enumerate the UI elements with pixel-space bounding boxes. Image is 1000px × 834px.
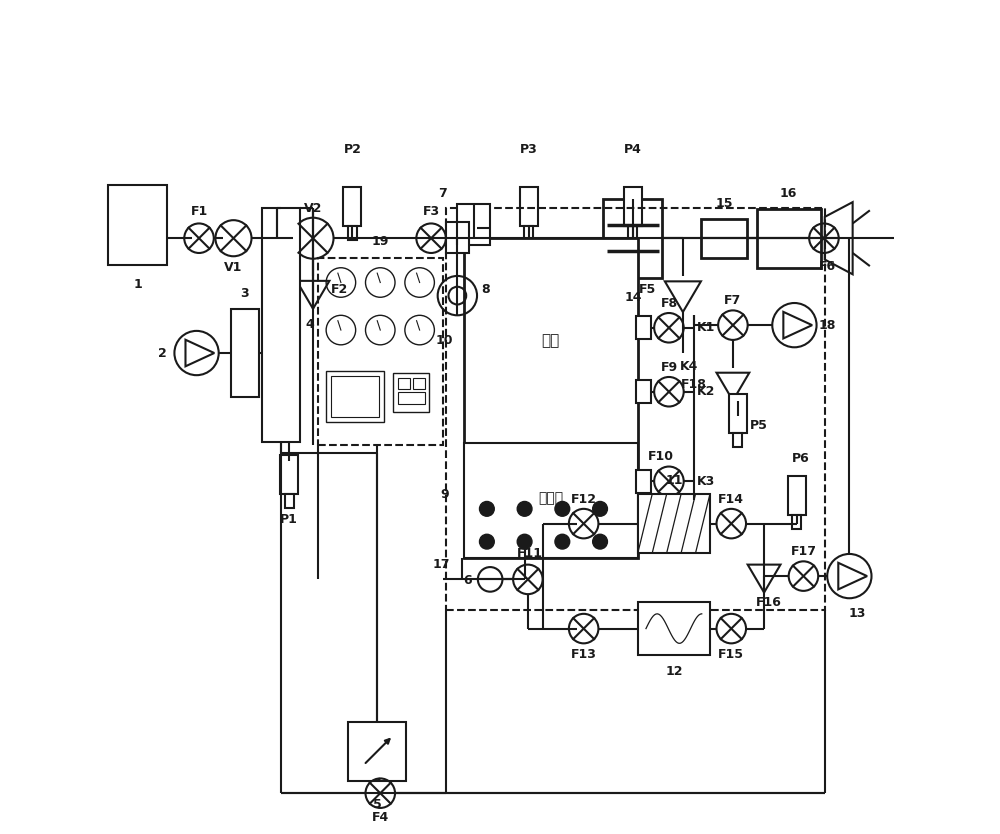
Circle shape bbox=[593, 535, 607, 549]
Bar bbox=[638, 494, 710, 553]
Circle shape bbox=[517, 535, 532, 549]
Bar bbox=[636, 470, 651, 493]
Bar bbox=[331, 376, 379, 417]
Bar bbox=[398, 378, 410, 389]
Text: 海水: 海水 bbox=[542, 333, 560, 348]
Bar bbox=[733, 434, 742, 447]
Text: P5: P5 bbox=[750, 419, 768, 432]
Bar bbox=[280, 455, 298, 494]
Bar bbox=[638, 602, 710, 655]
Text: 12: 12 bbox=[665, 665, 683, 678]
Text: 10: 10 bbox=[435, 334, 453, 347]
Text: 1: 1 bbox=[133, 279, 142, 291]
Bar bbox=[348, 722, 406, 781]
Text: P2: P2 bbox=[343, 143, 361, 156]
Text: 3: 3 bbox=[241, 288, 249, 300]
Text: F6: F6 bbox=[819, 259, 836, 273]
Text: F12: F12 bbox=[571, 493, 597, 505]
Bar bbox=[464, 443, 638, 558]
Text: F11: F11 bbox=[517, 546, 543, 560]
Bar bbox=[285, 494, 294, 508]
Circle shape bbox=[479, 501, 494, 516]
Text: V1: V1 bbox=[224, 261, 243, 274]
Text: 5: 5 bbox=[373, 797, 381, 811]
Text: F1: F1 bbox=[190, 205, 208, 219]
Text: K4: K4 bbox=[680, 359, 699, 373]
Text: K2: K2 bbox=[697, 385, 715, 399]
Bar bbox=[457, 203, 490, 244]
Bar bbox=[318, 258, 443, 445]
Text: F3: F3 bbox=[423, 205, 440, 219]
Text: P6: P6 bbox=[792, 451, 810, 465]
Text: 7: 7 bbox=[438, 188, 447, 200]
Text: K3: K3 bbox=[697, 475, 715, 488]
Text: F16: F16 bbox=[756, 595, 782, 609]
Text: F8: F8 bbox=[660, 297, 678, 309]
Bar bbox=[757, 208, 821, 268]
Text: 13: 13 bbox=[849, 607, 866, 620]
Text: 4: 4 bbox=[305, 319, 314, 331]
Text: F17: F17 bbox=[790, 545, 816, 558]
Bar bbox=[348, 226, 357, 239]
Text: F14: F14 bbox=[718, 493, 744, 505]
Text: 14: 14 bbox=[624, 291, 642, 304]
Text: 17: 17 bbox=[432, 558, 450, 571]
Bar bbox=[231, 309, 259, 397]
Text: F15: F15 bbox=[718, 648, 744, 661]
Bar bbox=[636, 316, 651, 339]
Text: F2: F2 bbox=[331, 283, 348, 295]
Text: 沉积物: 沉积物 bbox=[538, 491, 563, 505]
Circle shape bbox=[517, 501, 532, 516]
Text: F10: F10 bbox=[648, 450, 674, 463]
Text: 15: 15 bbox=[715, 198, 733, 210]
Bar bbox=[701, 219, 747, 258]
Bar bbox=[603, 198, 662, 278]
Bar bbox=[464, 239, 638, 558]
Text: 2: 2 bbox=[158, 347, 166, 359]
Bar bbox=[788, 476, 806, 515]
Bar bbox=[729, 394, 747, 434]
Bar bbox=[446, 222, 469, 253]
Text: 19: 19 bbox=[372, 235, 389, 248]
Bar bbox=[262, 208, 300, 442]
Text: V2: V2 bbox=[304, 202, 322, 215]
Text: 6: 6 bbox=[463, 574, 472, 586]
Text: F5: F5 bbox=[639, 283, 656, 295]
Bar bbox=[393, 373, 429, 412]
Bar bbox=[343, 187, 361, 226]
Text: 16: 16 bbox=[780, 188, 797, 200]
Circle shape bbox=[593, 501, 607, 516]
Bar bbox=[624, 187, 642, 226]
Bar bbox=[628, 226, 637, 239]
Text: 8: 8 bbox=[481, 283, 490, 295]
Text: 18: 18 bbox=[819, 319, 836, 332]
Bar bbox=[413, 378, 425, 389]
Bar bbox=[792, 515, 801, 530]
Text: K1: K1 bbox=[697, 321, 715, 334]
Bar bbox=[108, 185, 167, 265]
Circle shape bbox=[555, 501, 570, 516]
Text: P1: P1 bbox=[280, 513, 298, 526]
Text: 11: 11 bbox=[665, 475, 683, 487]
Bar bbox=[326, 371, 384, 422]
Text: F18: F18 bbox=[681, 378, 706, 390]
Text: F13: F13 bbox=[571, 648, 597, 661]
Text: F9: F9 bbox=[660, 360, 678, 374]
Bar bbox=[520, 187, 538, 226]
Circle shape bbox=[555, 535, 570, 549]
Text: P4: P4 bbox=[624, 143, 642, 156]
Text: F7: F7 bbox=[724, 294, 742, 307]
Bar bbox=[636, 380, 651, 403]
Text: 9: 9 bbox=[440, 488, 449, 501]
Bar bbox=[446, 208, 825, 610]
Circle shape bbox=[479, 535, 494, 549]
Text: P3: P3 bbox=[520, 143, 538, 156]
Bar bbox=[398, 392, 425, 404]
Text: F4: F4 bbox=[372, 811, 389, 824]
Bar bbox=[524, 226, 533, 239]
